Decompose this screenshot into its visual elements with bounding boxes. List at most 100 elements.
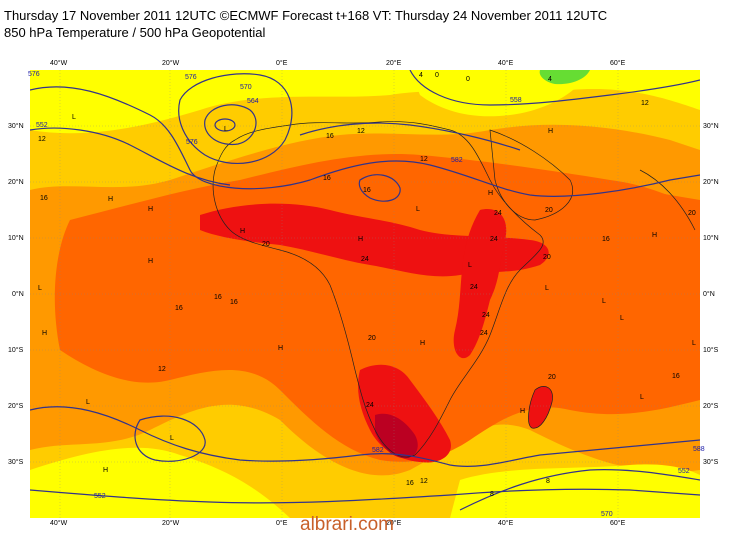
bottom-lon-label-2: 0°E [276, 520, 288, 527]
field-green [539, 70, 590, 85]
temp-label: 24 [480, 330, 488, 337]
low-mark: L [170, 435, 174, 442]
left-lat-label-6: 30°S [8, 459, 24, 466]
field-red-east-africa [453, 209, 507, 359]
low-mark: L [692, 340, 696, 347]
high-mark: H [148, 206, 154, 213]
temp-label: 20 [262, 241, 270, 248]
temp-label: 24 [366, 402, 374, 409]
low-mark: L [620, 315, 624, 322]
left-lat-label-0: 30°N [8, 123, 24, 130]
left-lat-label-1: 20°N [8, 179, 24, 186]
high-mark: H [420, 340, 426, 347]
left-lat-label-3: 0°N [12, 291, 24, 298]
temp-label: 24 [470, 284, 478, 291]
high-mark: H [240, 228, 246, 235]
field-yellow-south [30, 447, 290, 518]
low-mark: L [545, 285, 549, 292]
high-mark: H [488, 190, 494, 197]
top-lon-label-0: 40°W [50, 60, 68, 67]
geo-label: 570 [240, 84, 252, 91]
bottom-lon-label-0: 40°W [50, 520, 68, 527]
temp-label: 16 [214, 294, 222, 301]
low-mark: L [224, 126, 228, 133]
low-mark: L [72, 114, 76, 121]
low-mark: L [640, 394, 644, 401]
high-mark: H [652, 232, 658, 239]
bottom-lon-label-5: 60°E [610, 520, 626, 527]
temp-label: 24 [482, 312, 490, 319]
geopotential-contours [30, 70, 700, 511]
field-yellow-north [410, 70, 590, 117]
top-lon-label-5: 60°E [610, 60, 626, 67]
temp-label: 12 [641, 100, 649, 107]
title-line-2: 850 hPa Temperature / 500 hPa Geopotenti… [4, 25, 266, 40]
temp-label: 8 [546, 478, 550, 485]
geo-label: 582 [372, 447, 384, 454]
temp-label: 20 [368, 335, 376, 342]
geo-label: 558 [510, 97, 522, 104]
graticule [30, 70, 700, 518]
temp-label: 20 [688, 210, 696, 217]
right-lat-label-5: 20°S [703, 403, 719, 410]
temp-label: 16 [175, 305, 183, 312]
temp-label: 16 [602, 236, 610, 243]
temp-label: 24 [361, 256, 369, 263]
left-lat-label-5: 20°S [8, 403, 24, 410]
bottom-lon-label-3: 20°E [386, 520, 402, 527]
top-lon-label-4: 40°E [498, 60, 514, 67]
temp-label: 20 [545, 207, 553, 214]
low-mark: L [416, 206, 420, 213]
right-lat-label-6: 30°S [703, 459, 719, 466]
geo-label: 564 [247, 98, 259, 105]
high-mark: H [278, 345, 284, 352]
bottom-lon-label-4: 40°E [498, 520, 514, 527]
geo-label: 570 [601, 511, 613, 518]
top-lon-label-1: 20°W [162, 60, 180, 67]
temp-label: 16 [323, 175, 331, 182]
watermark: albrari.com [300, 514, 394, 535]
geo-label: 552 [94, 493, 106, 500]
temp-label: 16 [672, 373, 680, 380]
right-lat-label-2: 10°N [703, 235, 719, 242]
temp-label: 12 [357, 128, 365, 135]
geo-label: 576 [186, 139, 198, 146]
high-mark: H [520, 408, 526, 415]
bottom-lon-label-1: 20°W [162, 520, 180, 527]
high-mark: H [148, 258, 154, 265]
temp-label: 12 [158, 366, 166, 373]
field-dark-orange-2 [510, 184, 700, 335]
geo-label: 576 [28, 71, 40, 78]
field-dark-red [375, 413, 418, 459]
high-mark: H [42, 330, 48, 337]
high-mark: H [103, 467, 109, 474]
temp-label: 16 [363, 187, 371, 194]
temp-label: 20 [543, 254, 551, 261]
right-lat-label-1: 20°N [703, 179, 719, 186]
high-mark: H [358, 236, 364, 243]
high-mark: H [108, 196, 114, 203]
right-lat-label-3: 0°N [703, 291, 715, 298]
forecast-map: 40°W 20°W 0°E 20°E 40°E 60°E [30, 70, 700, 518]
temp-label: 4 [419, 72, 423, 79]
temp-label: 12 [420, 478, 428, 485]
left-lat-label-4: 10°S [8, 347, 24, 354]
temp-label: 24 [494, 210, 502, 217]
high-mark: H [548, 128, 554, 135]
temp-label: 24 [490, 236, 498, 243]
left-lat-label-2: 10°N [8, 235, 24, 242]
temp-label: 0 [435, 72, 439, 79]
low-mark: L [86, 399, 90, 406]
temp-label: 16 [326, 133, 334, 140]
geo-label: 552 [678, 468, 690, 475]
field-red-sahel [200, 203, 549, 277]
temp-label: 16 [40, 195, 48, 202]
top-lon-label-3: 20°E [386, 60, 402, 67]
coastlines [212, 121, 696, 458]
low-mark: L [468, 262, 472, 269]
temp-label: 16 [230, 299, 238, 306]
temp-label: 12 [38, 136, 46, 143]
right-lat-label-4: 10°S [703, 347, 719, 354]
field-yellow-south-2 [450, 464, 700, 518]
geo-label: 552 [36, 122, 48, 129]
